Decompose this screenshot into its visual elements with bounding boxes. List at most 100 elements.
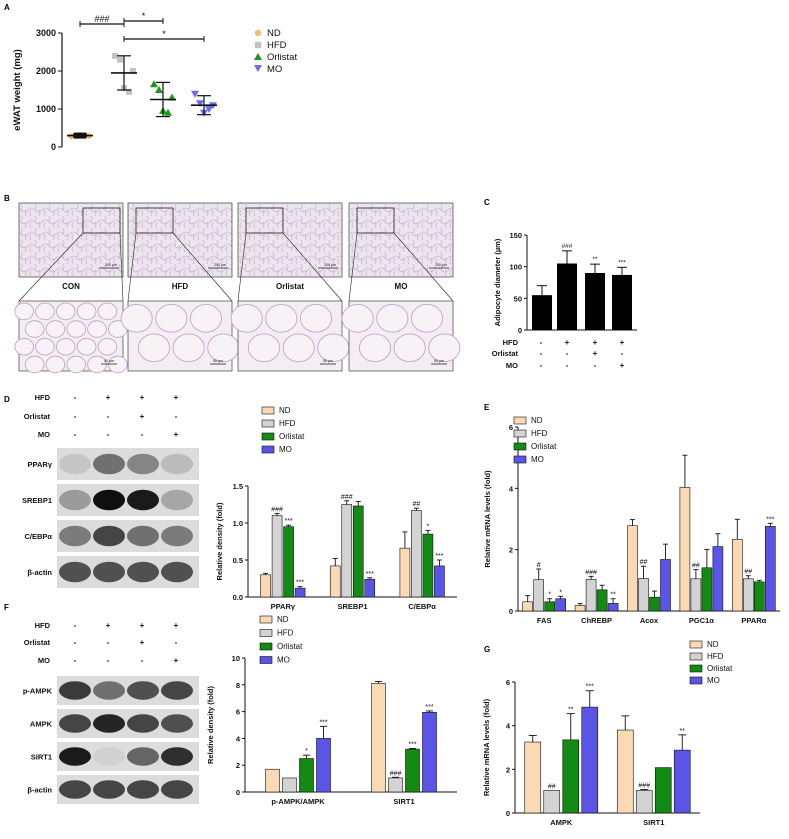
sig-label: ***: [618, 259, 626, 266]
blot-label: p-AMPK: [23, 687, 53, 696]
condition-mark: +: [140, 412, 145, 421]
y-tick-label: 2: [236, 761, 240, 770]
adipocyte: [265, 304, 298, 333]
panel-label-f: F: [4, 603, 9, 612]
condition-mark: +: [140, 638, 145, 647]
legend-swatch: [513, 455, 527, 464]
y-tick-label: 4: [509, 484, 514, 493]
data-point: [130, 68, 136, 74]
conditions-table-d: HFD - + + + Orlistat - - + - MO - - - +: [24, 393, 179, 439]
blot-label: SIRT1: [31, 753, 52, 762]
bar: [329, 565, 341, 598]
data-point: [205, 106, 213, 113]
y-tick-label: 0: [236, 788, 240, 797]
conditions-table-c: HFD - + + + Orlistat - - + - MO - - - +: [492, 338, 625, 370]
legend-marker: [254, 53, 262, 60]
legend-swatch: [689, 640, 703, 649]
bar: [422, 533, 434, 598]
blot-band: [59, 714, 91, 733]
y-tick-label: 100: [509, 263, 522, 272]
bar: [731, 538, 743, 612]
condition-label: Orlistat: [492, 349, 519, 358]
sig-label: ##: [692, 563, 700, 570]
bar: [282, 777, 297, 793]
blot-band: [93, 489, 125, 511]
sig-label: ##: [548, 784, 556, 791]
y-axis-label: Relative mRNA levels (fold): [482, 698, 491, 796]
legend-label: Orlistat: [707, 664, 733, 673]
legend-swatch: [261, 432, 275, 441]
micrograph-top: [237, 202, 343, 278]
legend-swatch: [259, 615, 273, 624]
blot-band: [161, 525, 193, 547]
condition-mark: -: [107, 412, 110, 421]
sig-label: ***: [435, 553, 443, 560]
bar: [524, 741, 542, 814]
legend-swatch: [259, 656, 273, 664]
chart-a: 0 1000 2000 3000 eWAT weight (mg) ### * * NDHFDO…: [12, 11, 297, 152]
data-point: [126, 88, 132, 95]
blot-label: C/EBPα: [24, 532, 52, 541]
blot-band: [127, 489, 159, 511]
bar: [371, 683, 386, 793]
western-blot-d: PPARγ SREBP1 C/EBPα β-actin: [22, 448, 199, 588]
condition-mark: +: [174, 621, 179, 630]
adipocyte: [45, 355, 66, 374]
y-tick-label: 2: [506, 765, 510, 774]
legend-label: HFD: [277, 629, 294, 638]
legend-label: Orlistat: [277, 642, 303, 651]
condition-mark: +: [620, 361, 625, 370]
bar: [341, 504, 353, 598]
adipocyte: [341, 304, 374, 333]
blot-label: PPARγ: [28, 460, 53, 469]
adipocyte: [299, 304, 333, 333]
sig-label: ***: [766, 516, 774, 523]
sig-label: ##: [640, 559, 648, 566]
zoom-line: [282, 232, 343, 302]
y-tick-label: 0: [51, 142, 56, 152]
legend-label: HFD: [707, 652, 724, 661]
adipocyte: [24, 320, 45, 338]
bar: [660, 559, 671, 612]
bar: [764, 526, 776, 612]
legend-label: ND: [531, 416, 543, 425]
legend-swatch: [689, 652, 703, 661]
bar: [616, 729, 634, 814]
x-tick-label: SREBP1: [337, 602, 367, 611]
zoom-box: [82, 207, 121, 234]
bar: [612, 274, 632, 330]
blot-band: [161, 489, 193, 511]
sig-label: *: [305, 748, 308, 755]
legend-label: Orlistat: [267, 52, 297, 63]
y-tick-label: 6: [506, 678, 510, 687]
bar: [654, 767, 672, 814]
y-tick-label: 50: [514, 294, 522, 303]
bar: [283, 526, 294, 598]
y-axis-label: Relative mRNA levels (fold): [483, 470, 492, 568]
y-tick-label: 8: [236, 681, 240, 690]
blot-band: [127, 453, 159, 475]
zoom-box: [135, 207, 174, 234]
bar: [627, 525, 638, 612]
adipocyte: [55, 337, 76, 356]
sig-label: ##: [413, 501, 421, 508]
legend-label: HFD: [267, 40, 287, 51]
condition-mark: -: [141, 656, 144, 665]
y-axis-label: Adipocyte diameter (µm): [493, 238, 502, 326]
scale-label: 200 µm: [214, 263, 226, 267]
micrograph-top: [18, 202, 124, 278]
condition-mark: -: [74, 638, 77, 647]
condition-mark: -: [540, 338, 543, 347]
condition-mark: +: [140, 393, 145, 402]
bar: [544, 601, 556, 612]
condition-mark: -: [107, 638, 110, 647]
condition-mark: +: [106, 621, 111, 630]
bar: [316, 738, 331, 793]
legend-swatch: [259, 642, 273, 651]
sig-label: *: [162, 29, 166, 39]
scale-label: 50 µm: [213, 359, 223, 363]
sig-label: ###: [562, 243, 573, 250]
bar: [434, 565, 445, 598]
sig-label: ###: [585, 569, 597, 576]
